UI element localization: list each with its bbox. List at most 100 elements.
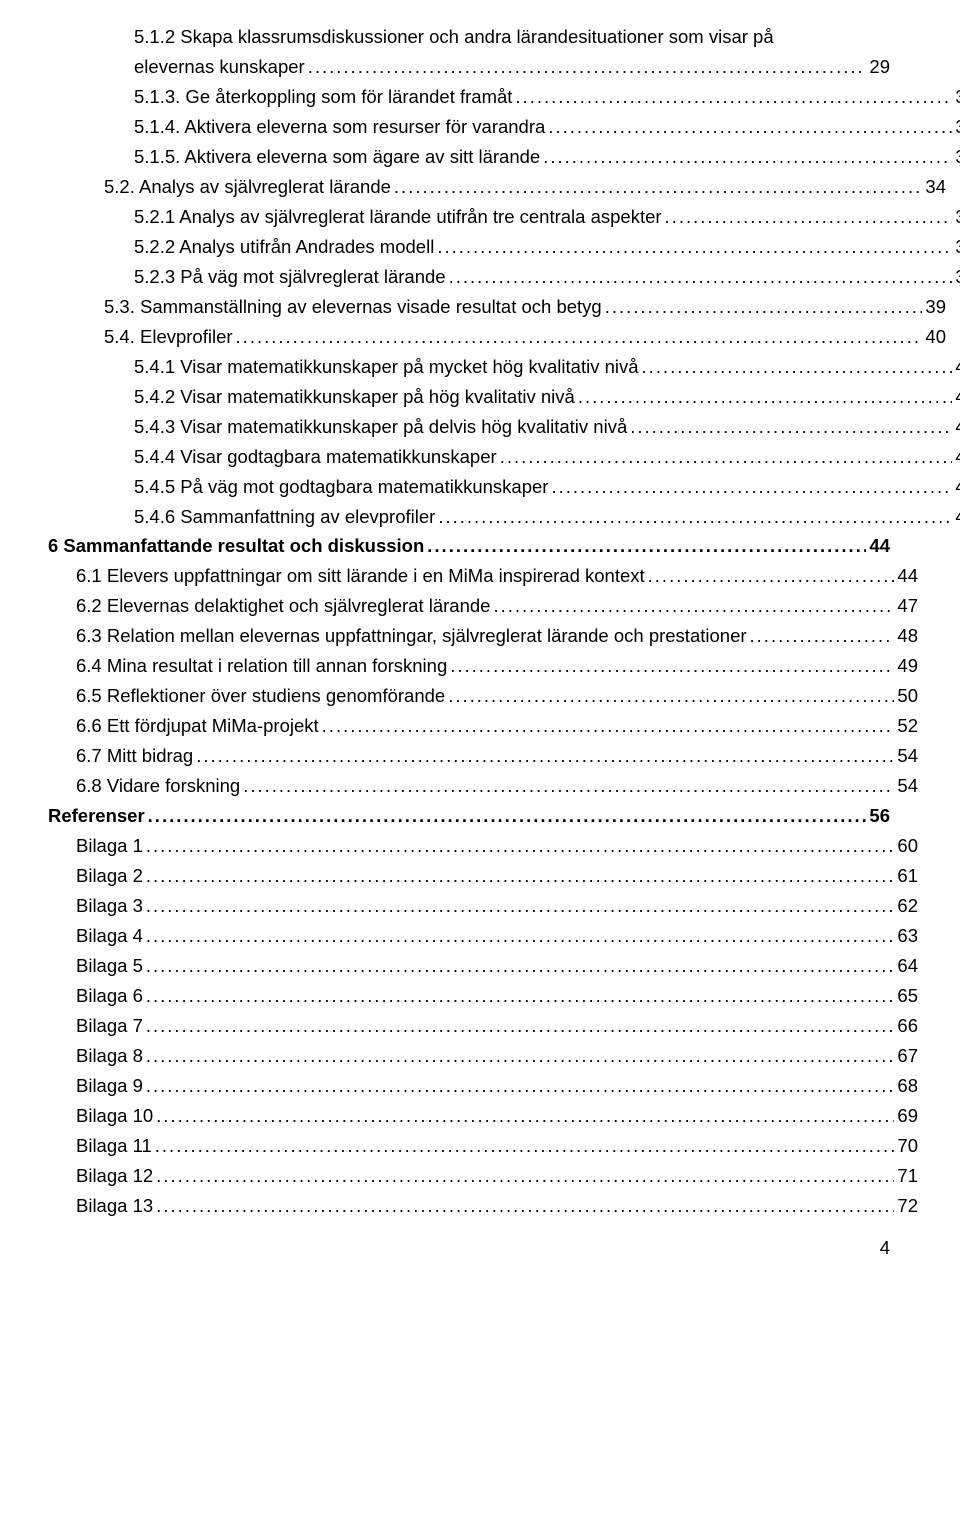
toc-entry: elevernas kunskaper.....................… — [134, 52, 890, 82]
toc-entry-page: 52 — [897, 711, 918, 741]
toc-entry-label: 5.4.2 Visar matematikkunskaper på hög kv… — [134, 382, 575, 412]
toc-entry-page: 72 — [897, 1191, 918, 1221]
toc-leader-dots: ........................................… — [308, 52, 867, 82]
toc-entry-page: 39 — [925, 292, 946, 322]
toc-entry-label: Bilaga 13 — [76, 1191, 153, 1221]
toc-entry-label: Bilaga 12 — [76, 1161, 153, 1191]
toc-entry-label: 5.1.2 Skapa klassrumsdiskussioner och an… — [134, 22, 890, 52]
toc-entry-page: 31 — [955, 82, 960, 112]
toc-entry-page: 54 — [897, 771, 918, 801]
toc-entry-page: 71 — [897, 1161, 918, 1191]
toc-entry: 5.2.2 Analys utifrån Andrades modell....… — [48, 232, 960, 262]
toc-entry-page: 33 — [955, 142, 960, 172]
toc-leader-dots: ........................................… — [146, 831, 895, 861]
toc-entry-page: 68 — [897, 1071, 918, 1101]
toc-entry: Bilaga 5................................… — [48, 951, 918, 981]
toc-entry: 6.6 Ett fördjupat MiMa-projekt..........… — [48, 711, 918, 741]
toc-entry: 6.5 Reflektioner över studiens genomföra… — [48, 681, 918, 711]
toc-entry: 6.4 Mina resultat i relation till annan … — [48, 651, 918, 681]
toc-entry-label: 5.1.4. Aktivera eleverna som resurser fö… — [134, 112, 545, 142]
toc-entry-page: 48 — [897, 621, 918, 651]
toc-entry-page: 61 — [897, 861, 918, 891]
toc-entry-page: 44 — [869, 531, 890, 561]
toc-leader-dots: ........................................… — [146, 981, 895, 1011]
toc-entry-label: Bilaga 9 — [76, 1071, 143, 1101]
toc-entry: 5.1.4. Aktivera eleverna som resurser fö… — [48, 112, 960, 142]
toc-leader-dots: ........................................… — [578, 382, 953, 412]
toc-entry-page: 54 — [897, 741, 918, 771]
toc-leader-dots: ........................................… — [156, 1191, 894, 1221]
toc-entry-page: 29 — [869, 52, 890, 82]
toc-leader-dots: ........................................… — [548, 112, 952, 142]
toc-entry-page: 56 — [869, 801, 890, 831]
toc-entry-label: 6.7 Mitt bidrag — [76, 741, 193, 771]
toc-entry: 5.4. Elevprofiler.......................… — [48, 322, 946, 352]
toc-entry-page: 41 — [955, 382, 960, 412]
toc-leader-dots: ........................................… — [146, 891, 895, 921]
toc-leader-dots: ........................................… — [243, 771, 894, 801]
toc-entry-page: 47 — [897, 591, 918, 621]
toc-entry-label: Referenser — [48, 801, 145, 831]
toc-entry-page: 36 — [955, 262, 960, 292]
toc-leader-dots: ........................................… — [642, 352, 953, 382]
toc-leader-dots: ........................................… — [665, 202, 953, 232]
toc-entry-label: 5.4.5 På väg mot godtagbara matematikkun… — [134, 472, 548, 502]
toc-leader-dots: ........................................… — [437, 232, 952, 262]
toc-entry-label: 5.1.3. Ge återkoppling som för lärandet … — [134, 82, 512, 112]
toc-leader-dots: ........................................… — [156, 1161, 894, 1191]
toc-entry-label: Bilaga 5 — [76, 951, 143, 981]
toc-entry-page: 50 — [897, 681, 918, 711]
toc-leader-dots: ........................................… — [515, 82, 952, 112]
toc-entry-page: 70 — [897, 1131, 918, 1161]
toc-leader-dots: ........................................… — [630, 412, 952, 442]
toc-entry-page: 62 — [897, 891, 918, 921]
toc-entry: 5.4.3 Visar matematikkunskaper på delvis… — [48, 412, 960, 442]
toc-entry: Referenser..............................… — [48, 801, 890, 831]
toc-leader-dots: ........................................… — [146, 951, 895, 981]
toc-entry: Bilaga 10...............................… — [48, 1101, 918, 1131]
toc-entry-label: 5.2. Analys av självreglerat lärande — [104, 172, 391, 202]
toc-entry-page: 42 — [955, 442, 960, 472]
toc-entry-label: Bilaga 7 — [76, 1011, 143, 1041]
toc-entry: 5.4.6 Sammanfattning av elevprofiler....… — [48, 502, 960, 532]
toc-entry-label: 6.3 Relation mellan elevernas uppfattnin… — [76, 621, 747, 651]
toc-entry-label: 5.4.6 Sammanfattning av elevprofiler — [134, 502, 435, 532]
toc-leader-dots: ........................................… — [156, 1101, 894, 1131]
toc-leader-dots: ........................................… — [605, 292, 923, 322]
toc-leader-dots: ........................................… — [500, 442, 953, 472]
toc-entry: 6 Sammanfattande resultat och diskussion… — [48, 531, 890, 561]
toc-entry-label: 5.4.3 Visar matematikkunskaper på delvis… — [134, 412, 627, 442]
toc-entry-label: Bilaga 6 — [76, 981, 143, 1011]
toc-leader-dots: ........................................… — [438, 502, 952, 532]
toc-entry: Bilaga 13...............................… — [48, 1191, 918, 1221]
toc-entry: Bilaga 9................................… — [48, 1071, 918, 1101]
toc-leader-dots: ........................................… — [449, 262, 953, 292]
toc-entry: 5.1.5. Aktivera eleverna som ägare av si… — [48, 142, 960, 172]
toc-entry-label: 6.6 Ett fördjupat MiMa-projekt — [76, 711, 319, 741]
toc-entry-label: Bilaga 8 — [76, 1041, 143, 1071]
toc-entry: 5.1.3. Ge återkoppling som för lärandet … — [48, 82, 960, 112]
toc-leader-dots: ........................................… — [196, 741, 894, 771]
toc-leader-dots: ........................................… — [750, 621, 895, 651]
toc-entry: 5.4.2 Visar matematikkunskaper på hög kv… — [48, 382, 960, 412]
toc-entry-label: Bilaga 3 — [76, 891, 143, 921]
toc-leader-dots: ........................................… — [551, 472, 952, 502]
toc-entry: Bilaga 11...............................… — [48, 1131, 918, 1161]
toc-entry-label: 6.8 Vidare forskning — [76, 771, 240, 801]
toc-entry-page: 40 — [955, 352, 960, 382]
toc-entry: Bilaga 2................................… — [48, 861, 918, 891]
toc-leader-dots: ........................................… — [146, 861, 895, 891]
toc-entry: 5.2.1 Analys av självreglerat lärande ut… — [48, 202, 960, 232]
toc-entry: 5.2.3 På väg mot självreglerat lärande..… — [48, 262, 960, 292]
toc-entry-page: 49 — [897, 651, 918, 681]
toc-entry: 5.1.2 Skapa klassrumsdiskussioner och an… — [48, 22, 890, 82]
toc-entry-label: Bilaga 1 — [76, 831, 143, 861]
toc-entry: Bilaga 4................................… — [48, 921, 918, 951]
toc-entry: 5.4.1 Visar matematikkunskaper på mycket… — [48, 352, 960, 382]
toc-leader-dots: ........................................… — [322, 711, 895, 741]
toc-entry-page: 64 — [897, 951, 918, 981]
toc-leader-dots: ........................................… — [450, 651, 894, 681]
toc-entry: 5.4.4 Visar godtagbara matematikkunskape… — [48, 442, 960, 472]
toc-leader-dots: ........................................… — [148, 801, 867, 831]
toc-entry-label: 6.2 Elevernas delaktighet och självregle… — [76, 591, 490, 621]
